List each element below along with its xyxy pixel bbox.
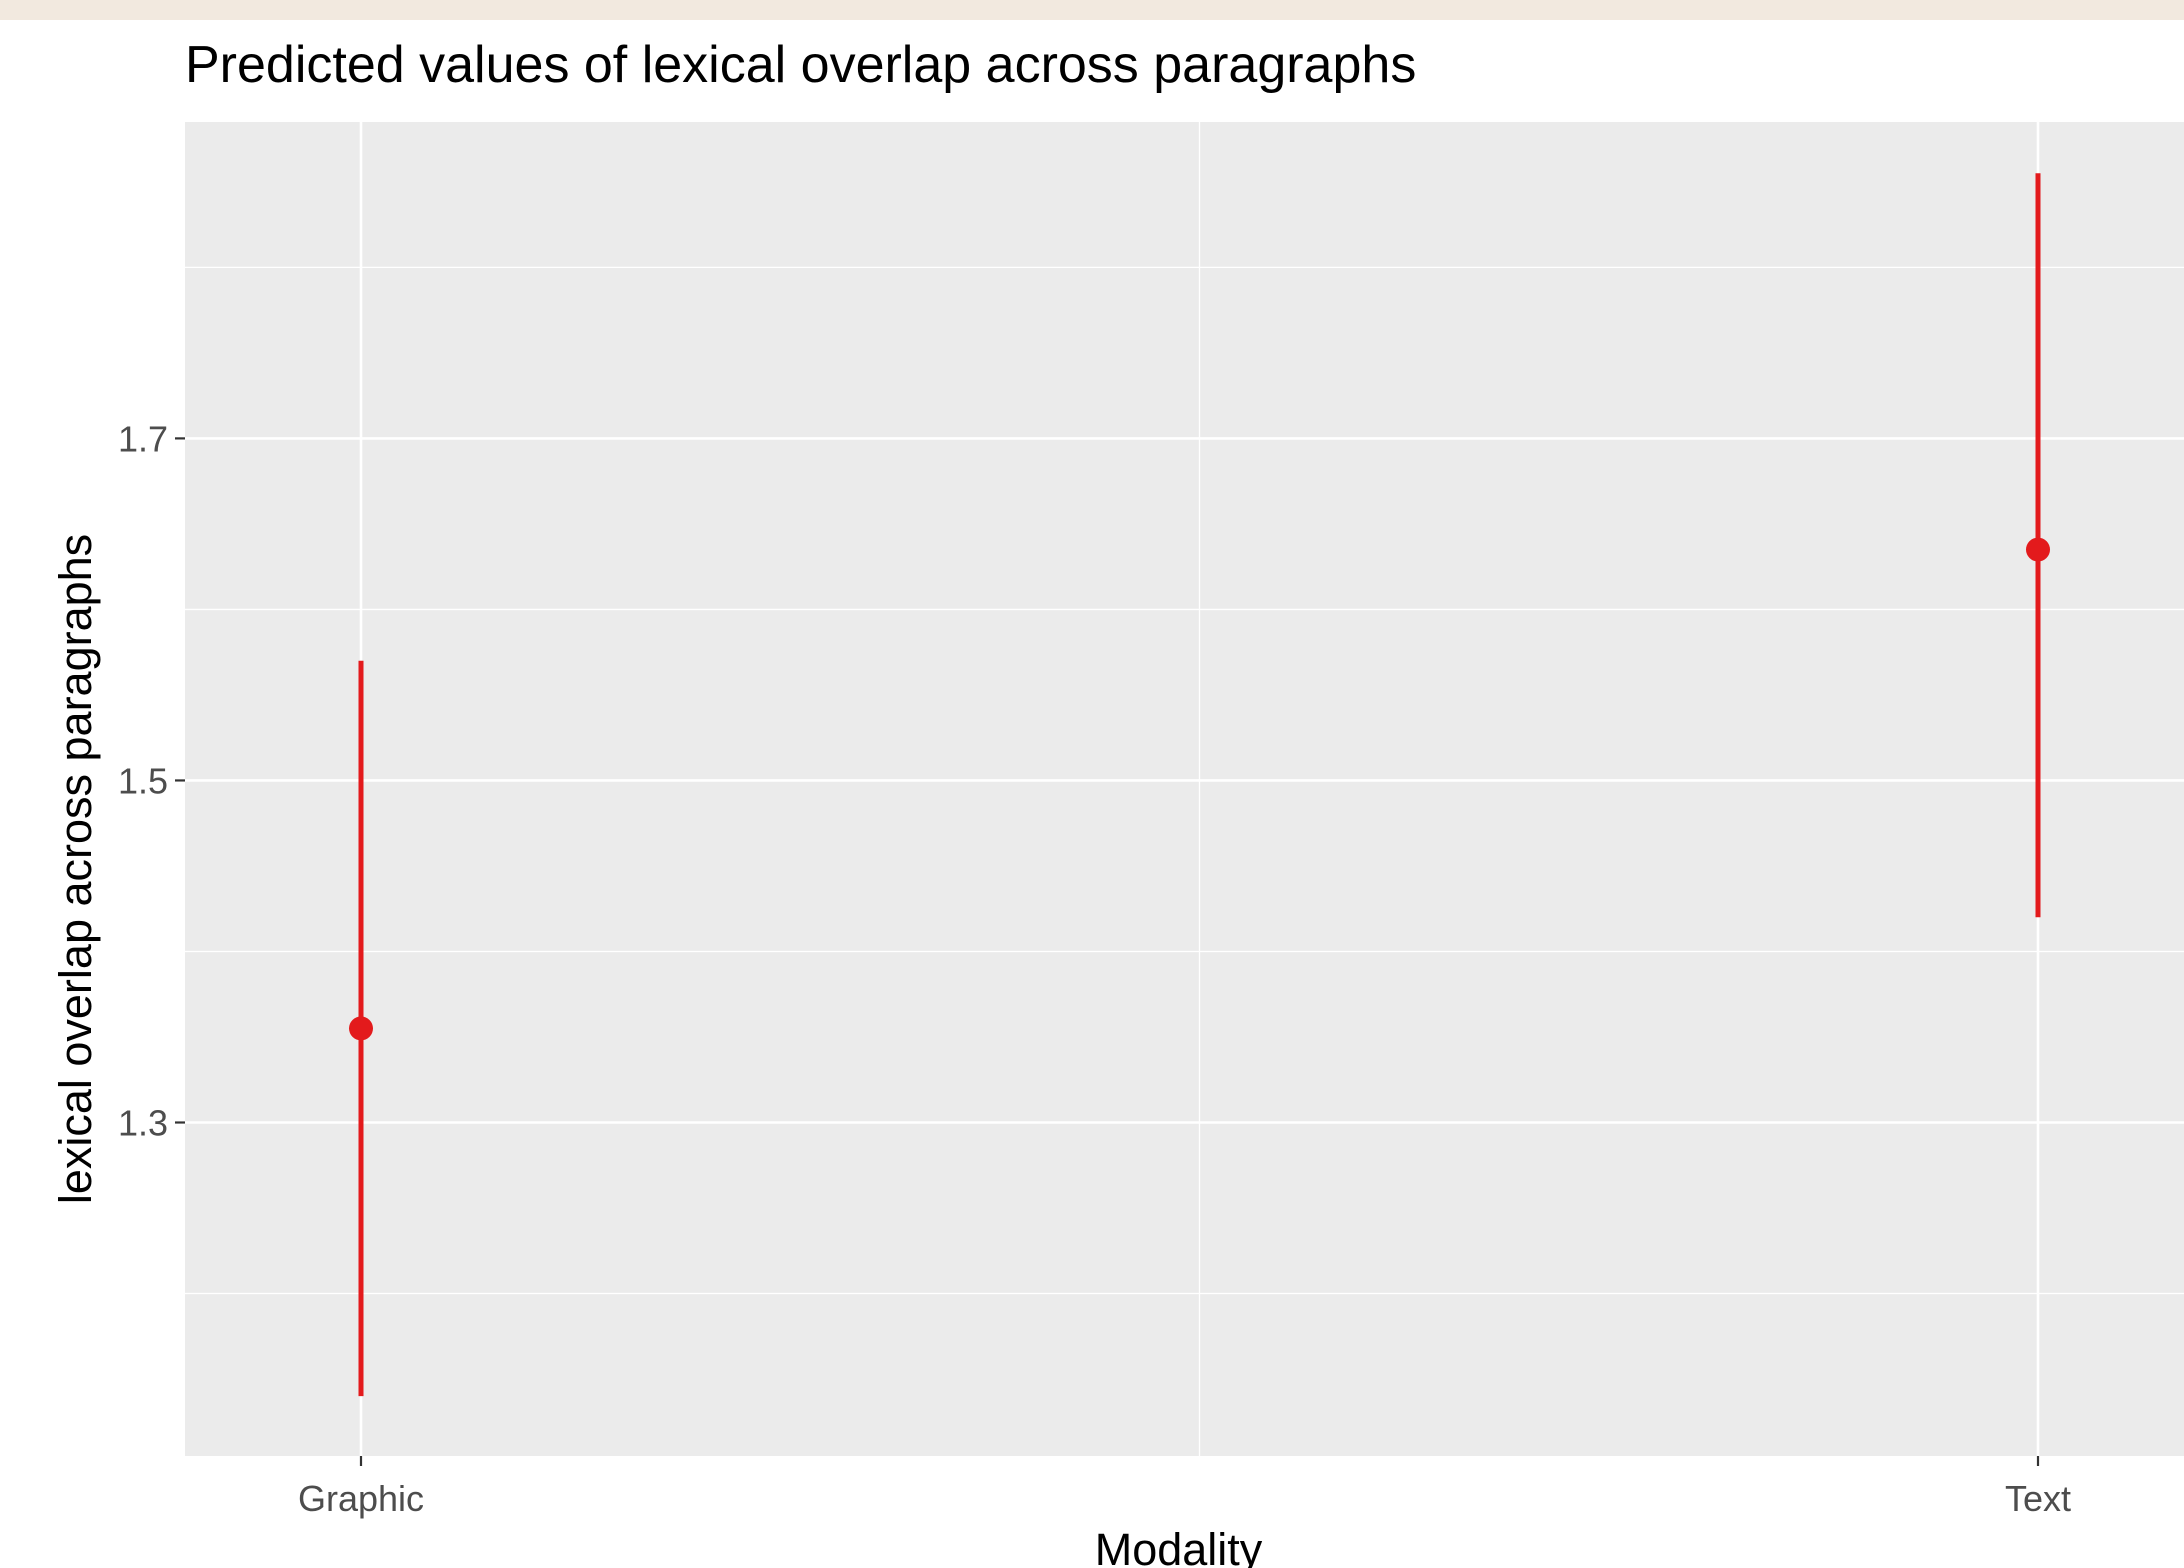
- x-tick-label: Graphic: [298, 1478, 424, 1519]
- plot-panel: [185, 122, 2184, 1456]
- y-tick-label: 1.3: [118, 1103, 168, 1144]
- y-axis: 1.3 1.5 1.7: [118, 418, 185, 1144]
- chart-title: Predicted values of lexical overlap acro…: [185, 36, 1417, 94]
- x-axis: Graphic Text: [298, 1456, 2071, 1519]
- y-axis-title: lexical overlap across paragraphs: [50, 534, 101, 1204]
- data-point: [349, 1016, 373, 1041]
- x-axis-title: Modality: [1095, 1524, 1263, 1568]
- data-marks: [349, 173, 2050, 1397]
- window-top-strip: [0, 0, 2184, 20]
- data-point: [2026, 537, 2050, 562]
- minor-gridlines: [185, 122, 2184, 1456]
- y-tick-label: 1.7: [118, 418, 168, 459]
- x-tick-label: Text: [2005, 1478, 2071, 1519]
- y-tick-label: 1.5: [118, 760, 168, 801]
